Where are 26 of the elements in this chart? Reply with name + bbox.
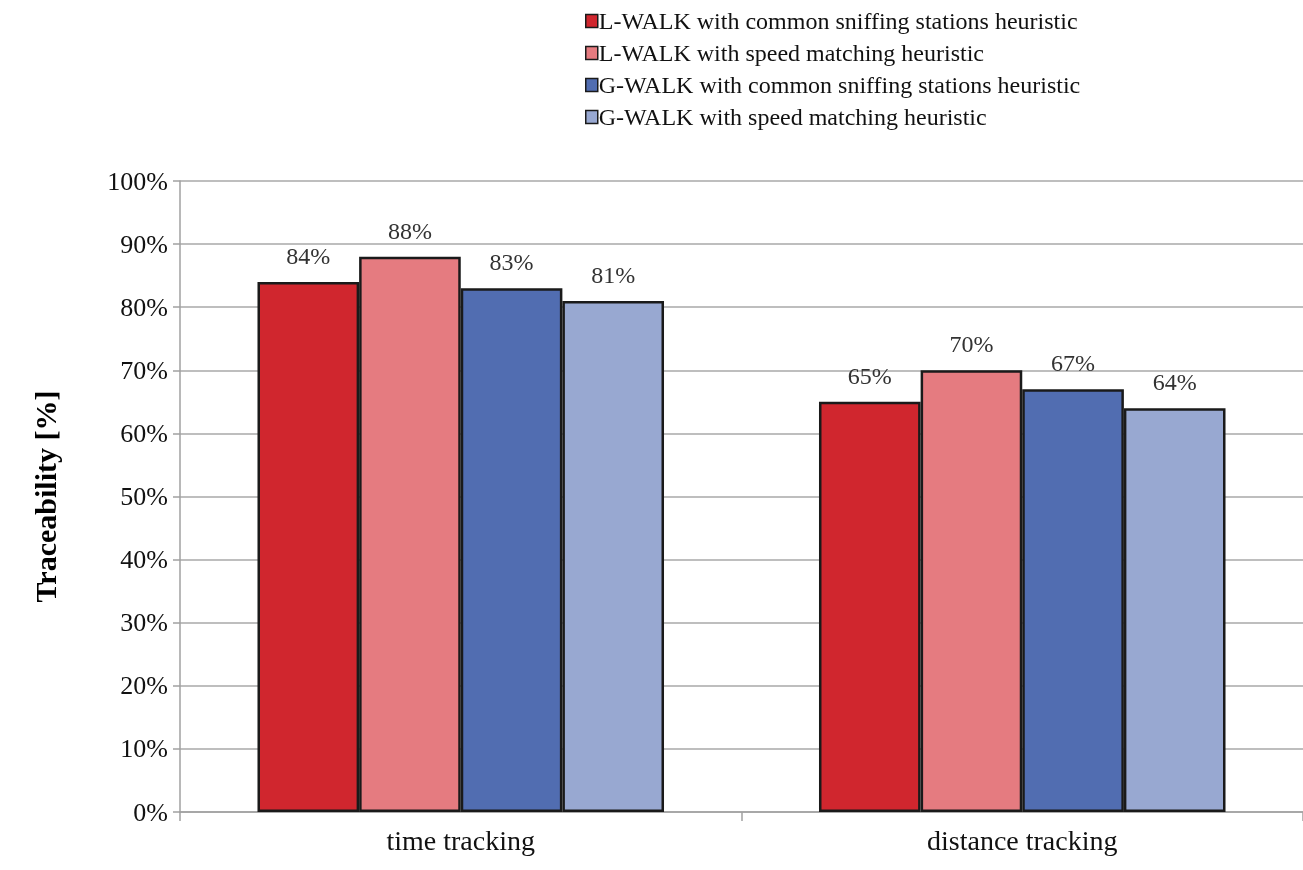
y-tick-label: 80% bbox=[120, 292, 168, 322]
data-label: 84% bbox=[286, 242, 331, 269]
data-label: 88% bbox=[387, 217, 432, 244]
y-tick-label: 0% bbox=[133, 797, 168, 827]
y-tick-label: 20% bbox=[120, 671, 168, 701]
legend-label: G-WALK with common sniffing stations heuristic bbox=[598, 72, 1081, 98]
data-label: 81% bbox=[591, 261, 636, 288]
y-tick-label: 30% bbox=[120, 608, 168, 638]
y-axis-title: Traceability [%] bbox=[28, 390, 62, 603]
legend-label: L-WALK with speed matching heuristic bbox=[598, 40, 984, 66]
y-tick-label: 70% bbox=[120, 355, 168, 385]
data-label: 83% bbox=[489, 249, 534, 276]
x-tick-label: distance tracking bbox=[927, 824, 1118, 856]
y-tick-label: 60% bbox=[120, 418, 168, 448]
legend-label: G-WALK with speed matching heuristic bbox=[598, 104, 987, 130]
data-label: 64% bbox=[1152, 369, 1197, 396]
y-tick-label: 90% bbox=[120, 229, 168, 259]
data-label: 70% bbox=[949, 331, 994, 358]
y-tick-label: 100% bbox=[107, 166, 168, 196]
legend-label: L-WALK with common sniffing stations heuristic bbox=[598, 8, 1078, 34]
y-tick-label: 50% bbox=[120, 482, 168, 511]
data-label: 67% bbox=[1051, 350, 1096, 377]
data-label: 65% bbox=[847, 362, 892, 389]
y-tick-label: 40% bbox=[120, 545, 168, 575]
x-tick-label: time tracking bbox=[386, 824, 536, 856]
y-tick-label: 10% bbox=[120, 734, 168, 764]
